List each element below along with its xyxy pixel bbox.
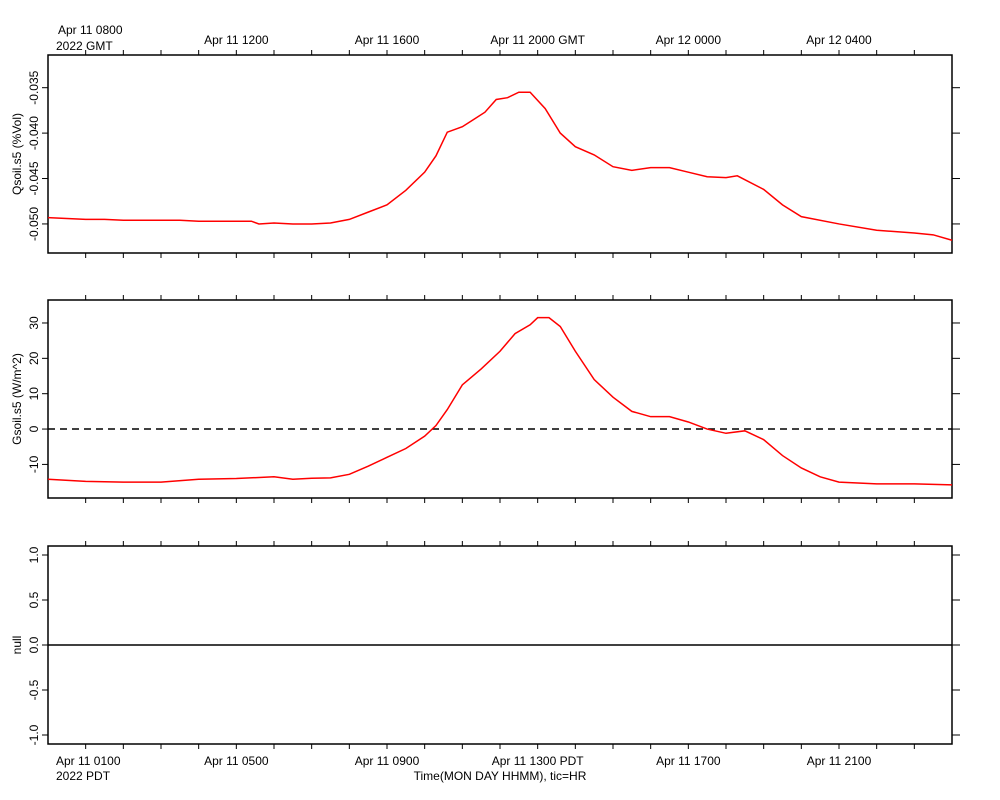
bottom-axis-label: Apr 11 1700	[656, 754, 721, 768]
bottom-axis-label: Apr 11 2100	[807, 754, 872, 768]
x-axis-title: Time(MON DAY HHMM), tic=HR	[414, 769, 587, 783]
y-tick-label: 1.0	[27, 546, 41, 563]
y-tick-label: 0.0	[27, 636, 41, 653]
y-tick-label: -1.0	[27, 724, 41, 745]
y-axis-label: null	[10, 636, 24, 655]
y-axis-label: Qsoil.s5 (%Vol)	[10, 113, 24, 195]
y-tick-label: -0.035	[27, 70, 41, 104]
bottom-axis-first-label: Apr 11 0100	[56, 754, 121, 768]
top-axis-label: Apr 12 0400	[806, 33, 872, 47]
bottom-axis-label: Apr 11 0900	[355, 754, 420, 768]
plot-frame-2	[47, 299, 953, 499]
plot-frame-1	[47, 54, 953, 254]
top-axis-timezone-label: 2022 GMT	[56, 39, 113, 53]
bottom-axis-label: Apr 11 0500	[204, 754, 269, 768]
y-tick-label: 0.5	[27, 591, 41, 608]
series-line-2	[47, 316, 953, 486]
y-tick-label: 20	[27, 351, 41, 365]
top-axis-label: Apr 11 1600	[355, 33, 420, 47]
y-tick-label: 10	[27, 387, 41, 401]
bottom-axis-timezone-label: 2022 PDT	[56, 769, 111, 783]
y-tick-label: -0.045	[27, 161, 41, 195]
bottom-axis-label: Apr 11 1300 PDT	[492, 754, 584, 768]
top-axis-first-label: Apr 11 0800	[58, 23, 123, 37]
top-axis-label: Apr 12 0000	[656, 33, 722, 47]
top-axis-label: Apr 11 1200	[204, 33, 269, 47]
y-tick-label: 30	[27, 316, 41, 330]
y-tick-label: 0	[27, 425, 41, 432]
y-tick-label: -10	[27, 455, 41, 473]
y-axis-label: Gsoil.s5 (W/m^2)	[10, 353, 24, 445]
top-axis-label: Apr 11 2000 GMT	[490, 33, 585, 47]
y-tick-label: -0.5	[27, 679, 41, 700]
y-tick-label: -0.040	[27, 116, 41, 150]
series-line-1	[47, 91, 953, 242]
y-tick-label: -0.050	[27, 207, 41, 241]
